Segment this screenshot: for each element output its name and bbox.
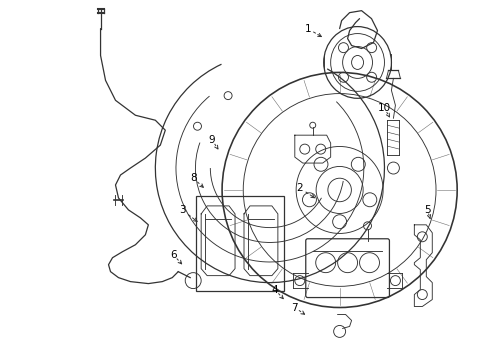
Text: 10: 10 — [377, 103, 390, 113]
Text: 2: 2 — [296, 183, 303, 193]
Text: 7: 7 — [291, 302, 298, 312]
Text: 8: 8 — [189, 173, 196, 183]
Text: 5: 5 — [423, 205, 430, 215]
Text: 6: 6 — [170, 250, 176, 260]
Text: 3: 3 — [179, 205, 185, 215]
Bar — [196, 196, 283, 291]
Text: 4: 4 — [271, 284, 278, 294]
Text: 1: 1 — [304, 24, 310, 33]
Text: 9: 9 — [208, 135, 215, 145]
